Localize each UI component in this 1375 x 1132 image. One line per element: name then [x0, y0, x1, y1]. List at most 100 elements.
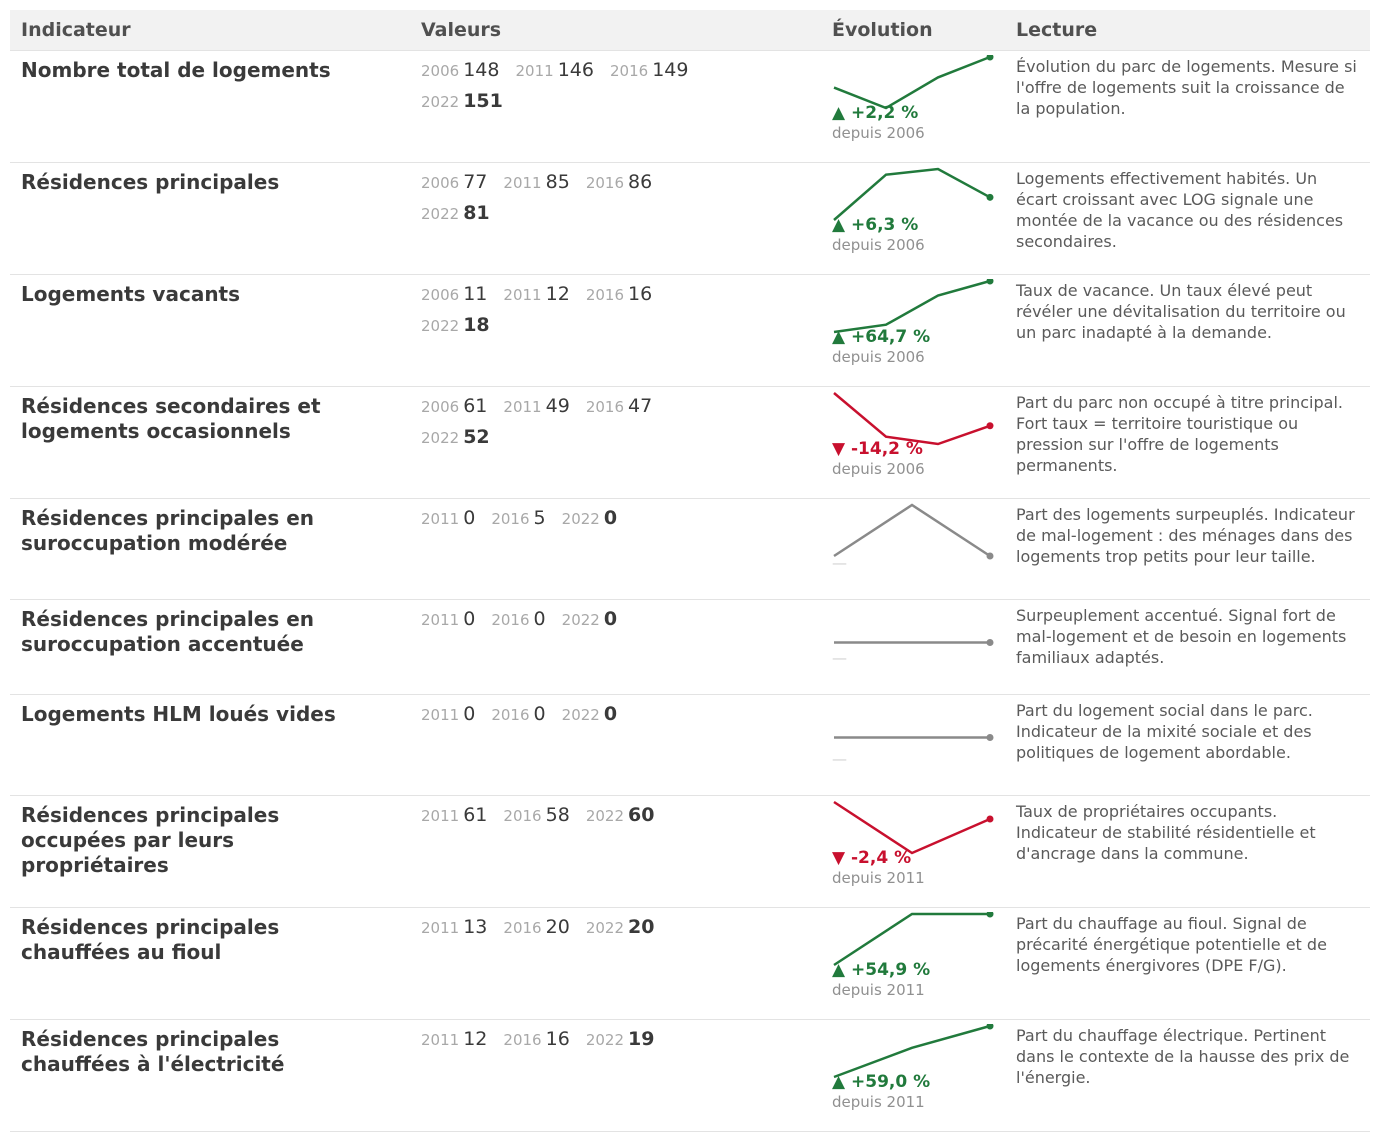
value-item: 2016 0 — [491, 608, 555, 630]
value-year: 2016 — [585, 174, 625, 192]
values-cell: 2011 0 2016 0 2022 0 — [415, 600, 821, 694]
indicator-label: Résidences principales en suroccupation … — [21, 607, 315, 656]
table-row: Résidences secondaires et logements occa… — [10, 387, 1370, 499]
table-row: Résidences principales 2006 77 2011 85 2016… — [10, 163, 1370, 275]
indicator-cell: Résidences principales chauffées au fiou… — [10, 908, 415, 1019]
value-year: 2011 — [421, 919, 460, 937]
evolution-summary: — — [832, 635, 847, 667]
value-item: 2011 146 — [516, 59, 604, 81]
value-item: 2016 86 — [586, 171, 662, 193]
change-percent: ▼ -2,4 % — [832, 848, 912, 868]
value-year: 2006 — [421, 174, 460, 192]
evolution-cell: ▲ +2,2 % depuis 2006 — [821, 51, 1005, 162]
indicator-label: Résidences principales en suroccupation … — [21, 506, 315, 555]
values-list: 2006 77 2011 85 2016 86 2022 81 — [421, 167, 721, 229]
value-year: 2016 — [491, 510, 530, 528]
values-cell: 2011 13 2016 20 2022 20 — [415, 908, 821, 1019]
value-number: 18 — [463, 314, 490, 336]
indicator-cell: Résidences secondaires et logements occa… — [10, 387, 415, 498]
value-year: 2011 — [503, 174, 542, 192]
indicator-cell: Résidences principales chauffées à l'éle… — [10, 1020, 415, 1131]
values-list: 2011 61 2016 58 2022 60 — [421, 800, 721, 831]
values-cell: 2011 61 2016 58 2022 60 — [415, 796, 821, 907]
value-number: 77 — [463, 171, 488, 193]
change-percent: ▲ +54,9 % — [832, 960, 931, 980]
evolution-summary: ▲ +59,0 % depuis 2011 — [832, 1072, 930, 1112]
value-year: 2011 — [503, 286, 542, 304]
reading-cell: Taux de propriétaires occupants. Indicat… — [1005, 796, 1370, 907]
reading-cell: Taux de vacance. Un taux élevé peut révé… — [1005, 275, 1370, 386]
reading-cell: Part du chauffage au fioul. Signal de pr… — [1005, 908, 1370, 1019]
evolution-cell: ▼ -14,2 % depuis 2006 — [821, 387, 1005, 498]
reading-text: Logements effectivement habités. Un écar… — [1016, 169, 1344, 251]
reading-cell: Part des logements surpeuplés. Indicateu… — [1005, 499, 1370, 599]
value-item: 2011 13 — [421, 916, 497, 938]
value-number: 0 — [533, 608, 546, 630]
change-since: depuis 2006 — [832, 348, 925, 366]
value-number: 13 — [463, 916, 488, 938]
indicator-cell: Résidences principales en suroccupation … — [10, 600, 415, 694]
value-item: 2016 5 — [491, 507, 555, 529]
value-number: 0 — [603, 703, 618, 725]
value-number: 81 — [463, 202, 490, 224]
indicator-label: Résidences principales chauffées à l'éle… — [21, 1027, 285, 1076]
indicator-label: Résidences principales chauffées au fiou… — [21, 915, 280, 964]
value-number: 52 — [463, 426, 490, 448]
value-item: 2022 0 — [562, 608, 617, 630]
indicator-label: Résidences principales occupées par leur… — [21, 803, 280, 877]
value-year: 2022 — [561, 510, 600, 528]
reading-text: Taux de propriétaires occupants. Indicat… — [1016, 802, 1316, 863]
sparkline-line — [833, 55, 991, 110]
evolution-summary: ▲ +6,3 % depuis 2006 — [832, 215, 925, 255]
indicators-table: Indicateur Valeurs Évolution Lecture Nom… — [10, 10, 1370, 1132]
values-list: 2011 0 2016 5 2022 0 — [421, 503, 721, 534]
sparkline-last-point — [986, 422, 994, 430]
value-item: 2016 47 — [586, 395, 662, 417]
value-number: 61 — [463, 395, 488, 417]
sparkline-last-point — [986, 734, 994, 741]
change-since: depuis 2011 — [832, 869, 925, 887]
value-year: 2011 — [503, 398, 542, 416]
value-year: 2011 — [421, 807, 460, 825]
evolution-cell: ▲ +64,7 % depuis 2006 — [821, 275, 1005, 386]
table-row: Résidences principales chauffées à l'éle… — [10, 1020, 1370, 1132]
sparkline-line — [833, 392, 991, 446]
value-number: 0 — [463, 703, 476, 725]
value-number: 0 — [463, 507, 476, 529]
values-list: 2011 0 2016 0 2022 0 — [421, 699, 721, 730]
indicator-cell: Résidences principales en suroccupation … — [10, 499, 415, 599]
evolution-summary: ▲ +2,2 % depuis 2006 — [832, 103, 925, 143]
evolution-cell: — — [821, 600, 1005, 694]
evolution-summary: ▼ -2,4 % depuis 2011 — [832, 848, 925, 888]
change-since: depuis 2011 — [832, 981, 925, 999]
value-item: 2022 19 — [586, 1028, 655, 1050]
value-item: 2011 12 — [421, 1028, 497, 1050]
reading-text: Part des logements surpeuplés. Indicateu… — [1016, 505, 1355, 566]
header-evolution: Évolution — [832, 19, 933, 41]
reading-text: Part du parc non occupé à titre principa… — [1016, 393, 1343, 475]
sparkline-line — [833, 1024, 991, 1079]
value-number: 47 — [628, 395, 653, 417]
value-number: 0 — [533, 703, 546, 725]
change-percent: ▲ +2,2 % — [832, 103, 919, 123]
sparkline — [833, 55, 994, 110]
sparkline — [833, 279, 994, 334]
value-year: 2011 — [421, 1031, 460, 1049]
values-cell: 2006 11 2011 12 2016 16 2022 18 — [415, 275, 821, 386]
sparkline-last-point — [986, 912, 994, 918]
value-year: 2022 — [561, 611, 600, 629]
sparkline-line — [833, 279, 991, 334]
value-number: 11 — [463, 283, 488, 305]
change-percent: ▲ +6,3 % — [832, 215, 919, 235]
value-year: 2016 — [503, 807, 542, 825]
change-since: depuis 2011 — [832, 1093, 925, 1111]
value-number: 86 — [628, 171, 653, 193]
reading-text: Part du logement social dans le parc. In… — [1016, 701, 1313, 762]
value-item: 2016 16 — [503, 1028, 579, 1050]
no-change-dash: — — [832, 750, 847, 768]
table-row: Logements HLM loués vides 2011 0 2016 0 202… — [10, 695, 1370, 796]
sparkline-line — [833, 912, 990, 967]
value-number: 16 — [628, 283, 653, 305]
sparkline-line — [833, 503, 991, 558]
sparkline — [833, 800, 994, 855]
